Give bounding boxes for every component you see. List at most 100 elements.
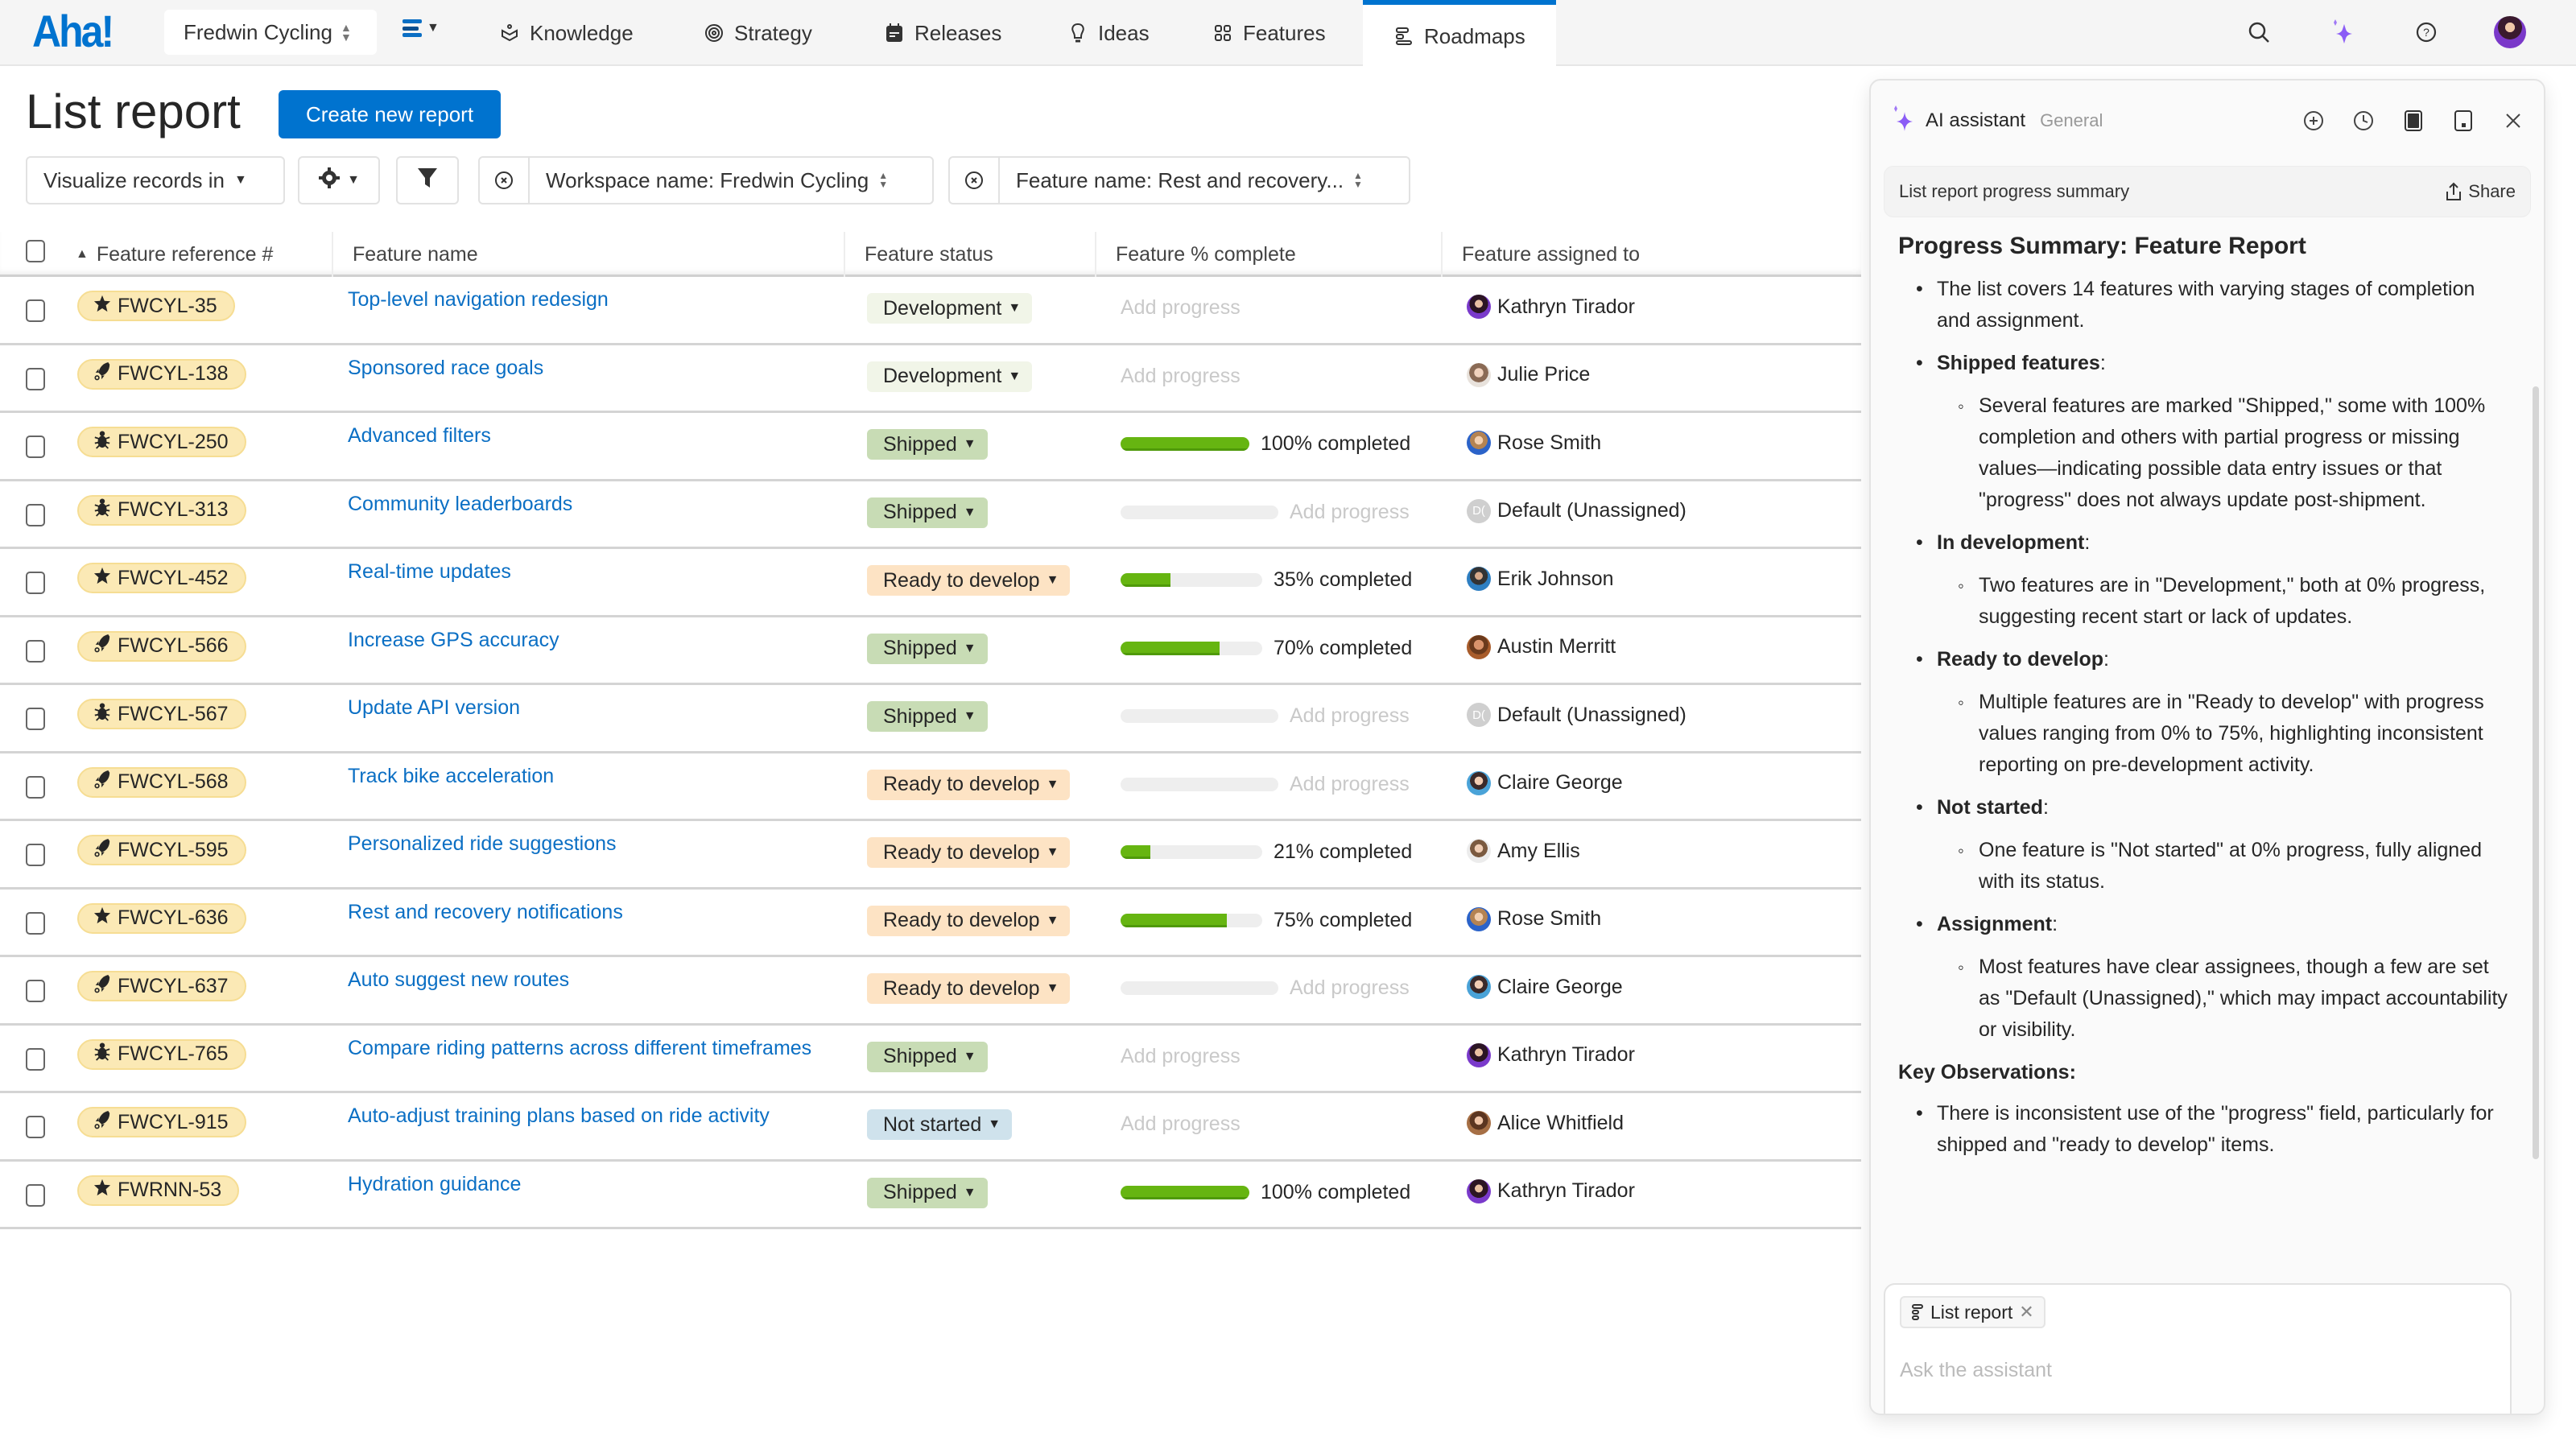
feature-name-link[interactable]: Auto-adjust training plans based on ride…	[348, 1104, 770, 1127]
feature-reference-badge[interactable]: FWCYL-138	[77, 358, 246, 390]
assignee-cell[interactable]: Rose Smith	[1467, 906, 1601, 931]
feature-name-link[interactable]: Rest and recovery notifications	[348, 900, 623, 923]
share-button[interactable]: Share	[2446, 181, 2516, 202]
assignee-cell[interactable]: Kathryn Tirador	[1467, 1179, 1635, 1203]
feature-name-link[interactable]: Update API version	[348, 696, 521, 719]
float-panel-icon[interactable]	[2452, 109, 2475, 132]
column-header-name[interactable]: Feature name	[332, 232, 478, 277]
table-row[interactable]: FWCYL-35 Top-level navigation redesign D…	[0, 277, 1861, 345]
feature-reference-badge[interactable]: FWCYL-313	[77, 494, 246, 526]
add-progress-link[interactable]: Add progress	[1290, 500, 1410, 523]
feature-reference-badge[interactable]: FWCYL-595	[77, 835, 246, 865]
feature-name-link[interactable]: Top-level navigation redesign	[348, 288, 609, 311]
nav-tab-releases[interactable]: Releases	[884, 0, 1001, 66]
row-checkbox[interactable]	[26, 572, 45, 594]
status-dropdown[interactable]: Shipped ▼	[867, 429, 988, 460]
add-progress-link[interactable]: Add progress	[1121, 1113, 1241, 1135]
assignee-cell[interactable]: Claire George	[1467, 770, 1623, 795]
progress-bar[interactable]	[1121, 1185, 1249, 1199]
feature-name-link[interactable]: Track bike acceleration	[348, 764, 555, 787]
feature-reference-badge[interactable]: FWCYL-765	[77, 1038, 246, 1070]
feature-reference-badge[interactable]: FWCYL-915	[77, 1107, 246, 1137]
context-chip-list-report[interactable]: List report ✕	[1900, 1296, 2046, 1328]
table-row[interactable]: FWCYL-636 Rest and recovery notification…	[0, 890, 1861, 957]
nav-tab-strategy[interactable]: Strategy	[704, 0, 812, 66]
workspace-selector[interactable]: Fredwin Cycling ▲ ▼	[164, 10, 377, 55]
assignee-cell[interactable]: Kathryn Tirador	[1467, 295, 1635, 319]
filter-button[interactable]	[396, 156, 459, 204]
feature-reference-badge[interactable]: FWCYL-452	[77, 563, 246, 593]
table-row[interactable]: FWCYL-250 Advanced filters Shipped ▼ 100…	[0, 413, 1861, 481]
feature-name-link[interactable]: Personalized ride suggestions	[348, 832, 617, 855]
status-dropdown[interactable]: Shipped ▼	[867, 1041, 988, 1072]
feature-reference-badge[interactable]: FWCYL-637	[77, 971, 246, 1001]
add-progress-link[interactable]: Add progress	[1121, 296, 1241, 319]
status-dropdown[interactable]: Not started ▼	[867, 1109, 1013, 1140]
progress-bar[interactable]	[1121, 505, 1278, 519]
new-chat-icon[interactable]	[2302, 109, 2325, 132]
row-checkbox[interactable]	[26, 708, 45, 730]
ask-assistant-input[interactable]	[1900, 1359, 2383, 1382]
row-checkbox[interactable]	[26, 503, 45, 526]
assignee-cell[interactable]: Amy Ellis	[1467, 839, 1580, 863]
table-row[interactable]: FWCYL-637 Auto suggest new routes Ready …	[0, 957, 1861, 1026]
clear-filter-icon[interactable]	[480, 171, 528, 190]
feature-name-link[interactable]: Increase GPS accuracy	[348, 628, 559, 651]
feature-name-filter[interactable]: Feature name: Rest and recovery... ▲ ▼	[948, 156, 1410, 204]
workspace-menu-button[interactable]: ▼	[402, 19, 440, 37]
progress-bar[interactable]	[1121, 913, 1262, 927]
settings-dropdown[interactable]: ▼	[298, 156, 380, 204]
row-checkbox[interactable]	[26, 436, 45, 458]
nav-tab-knowledge[interactable]: Knowledge	[499, 0, 634, 66]
assignee-cell[interactable]: Rose Smith	[1467, 431, 1601, 455]
row-checkbox[interactable]	[26, 980, 45, 1002]
row-checkbox[interactable]	[26, 1183, 45, 1207]
add-progress-link[interactable]: Add progress	[1290, 772, 1410, 795]
row-checkbox[interactable]	[26, 299, 45, 322]
status-dropdown[interactable]: Shipped ▼	[867, 633, 988, 664]
assignee-cell[interactable]: Austin Merritt	[1467, 634, 1616, 659]
table-row[interactable]: FWCYL-452 Real-time updates Ready to dev…	[0, 549, 1861, 617]
feature-reference-badge[interactable]: FWCYL-636	[77, 902, 246, 934]
close-icon[interactable]	[2502, 109, 2524, 132]
table-row[interactable]: FWRNN-53 Hydration guidance Shipped ▼ 10…	[0, 1162, 1861, 1229]
column-header-status[interactable]: Feature status	[844, 232, 993, 277]
dock-panel-icon[interactable]	[2402, 109, 2425, 132]
feature-name-link[interactable]: Hydration guidance	[348, 1172, 522, 1195]
status-dropdown[interactable]: Ready to develop ▼	[867, 837, 1071, 868]
table-row[interactable]: FWCYL-567 Update API version Shipped ▼ A…	[0, 685, 1861, 753]
assignee-cell[interactable]: Erik Johnson	[1467, 567, 1614, 591]
progress-bar[interactable]	[1121, 845, 1262, 859]
progress-bar[interactable]	[1121, 981, 1278, 995]
clear-filter-icon[interactable]	[950, 171, 998, 190]
progress-bar[interactable]	[1121, 709, 1278, 723]
table-row[interactable]: FWCYL-313 Community leaderboards Shipped…	[0, 481, 1861, 549]
table-row[interactable]: FWCYL-595 Personalized ride suggestions …	[0, 821, 1861, 890]
progress-bar[interactable]	[1121, 437, 1249, 451]
ai-context-label[interactable]: General	[2040, 110, 2103, 130]
remove-chip-icon[interactable]: ✕	[2019, 1302, 2034, 1322]
column-header-progress[interactable]: Feature % complete	[1095, 232, 1296, 277]
visualize-records-dropdown[interactable]: Visualize records in ▼	[26, 156, 285, 204]
add-progress-link[interactable]: Add progress	[1290, 704, 1410, 727]
status-dropdown[interactable]: Ready to develop ▼	[867, 973, 1071, 1004]
assignee-cell[interactable]: Kathryn Tirador	[1467, 1042, 1635, 1067]
row-checkbox[interactable]	[26, 367, 45, 390]
help-icon[interactable]: ?	[2409, 14, 2444, 50]
assignee-cell[interactable]: Alice Whitfield	[1467, 1111, 1624, 1135]
status-dropdown[interactable]: Shipped ▼	[867, 1177, 988, 1208]
table-row[interactable]: FWCYL-568 Track bike acceleration Ready …	[0, 753, 1861, 821]
feature-name-link[interactable]: Advanced filters	[348, 424, 491, 447]
assignee-cell[interactable]: D( Default (Unassigned)	[1467, 703, 1686, 727]
progress-bar[interactable]	[1121, 641, 1262, 655]
feature-name-link[interactable]: Community leaderboards	[348, 492, 573, 515]
feature-reference-badge[interactable]: FWCYL-568	[77, 766, 246, 798]
aha-logo[interactable]: Aha!	[32, 6, 114, 57]
row-checkbox[interactable]	[26, 1047, 45, 1071]
feature-reference-badge[interactable]: FWCYL-566	[77, 630, 246, 662]
table-row[interactable]: FWCYL-566 Increase GPS accuracy Shipped …	[0, 617, 1861, 685]
progress-bar[interactable]	[1121, 573, 1262, 587]
table-row[interactable]: FWCYL-915 Auto-adjust training plans bas…	[0, 1093, 1861, 1162]
table-row[interactable]: FWCYL-138 Sponsored race goals Developme…	[0, 345, 1861, 413]
feature-name-link[interactable]: Real-time updates	[348, 560, 511, 583]
